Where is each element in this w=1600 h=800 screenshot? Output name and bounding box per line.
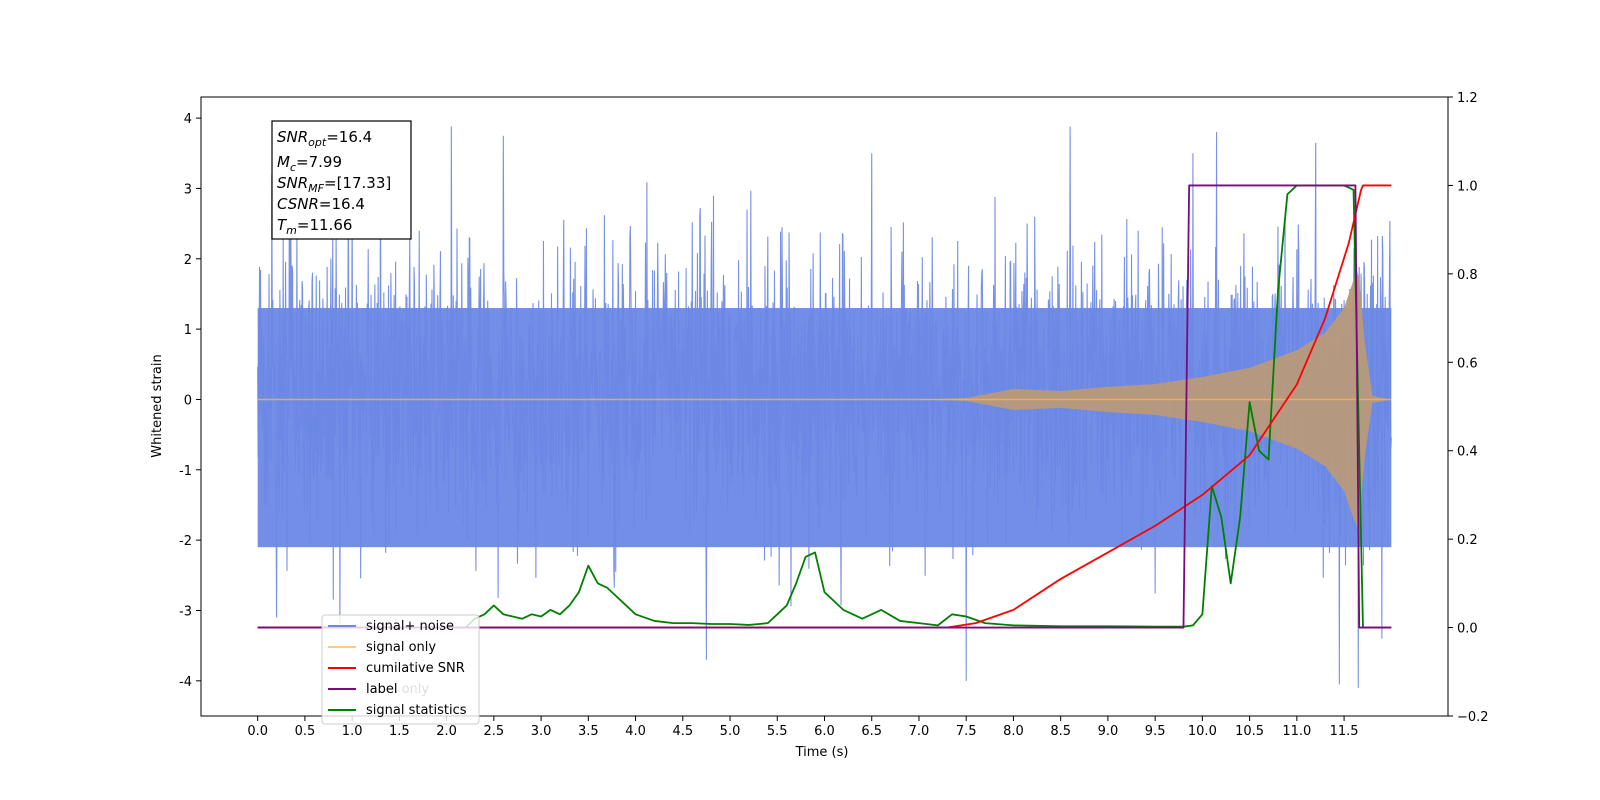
stats-box-frame [271,120,412,240]
legend-label-ghost: label only [366,682,429,697]
noise-series-layer [257,126,1392,688]
y-axis-left: 4 3 2 1 0 -1 -2 -3 -4 [179,112,201,690]
x-tick-label: 2.5 [484,724,505,739]
y-axis-label: Whitened strain [150,354,165,457]
x-tick-label: 9.0 [1098,724,1119,739]
y-tick-label: 2 [184,253,192,268]
series-noise-core-band [257,308,1392,548]
x-tick-label: 5.0 [720,724,741,739]
x-tick-label: 7.0 [909,724,930,739]
x-axis-label: Time (s) [795,745,849,760]
x-tick-label: 6.5 [861,724,882,739]
series-label [257,184,1392,629]
stats-box: SNRopt=16.4 Mc=7.99 SNRMF=[17.33] CSNR=1… [271,120,412,240]
legend-frame [321,614,480,725]
y2-tick-label: 0.0 [1457,622,1478,637]
legend: signal+ noise signal only cumilative SNR… [321,614,480,725]
x-tick-label: 0.0 [247,724,268,739]
y2-tick-label: −0.2 [1457,710,1489,725]
legend-item-stats: signal statistics [328,703,467,718]
y2-tick-label: 0.6 [1457,356,1478,371]
x-tick-label: 7.5 [956,724,977,739]
stats-csnr: CSNR=16.4 [277,195,365,213]
stats-mc: Mc=7.99 [277,153,342,174]
stats-snr-mf: SNRMF=[17.33] [277,174,391,195]
legend-label-signal: signal only [366,640,436,655]
x-tick-label: 11.5 [1330,724,1359,739]
x-tick-label: 9.5 [1145,724,1166,739]
legend-label-stats: signal statistics [366,703,467,718]
x-tick-label: 3.0 [531,724,552,739]
y2-tick-label: 1.0 [1457,179,1478,194]
legend-item-label: label only label [328,682,429,697]
stats-snr-opt: SNRopt=16.4 [277,128,372,149]
x-tick-label: 1.0 [342,724,363,739]
x-tick-label: 5.5 [767,724,788,739]
line-series-layer [257,184,1392,629]
y-tick-label: -1 [179,464,192,479]
y2-tick-label: 1.2 [1457,91,1478,106]
legend-label-snr: cumilative SNR [366,661,465,676]
x-tick-label: 10.5 [1235,724,1264,739]
y-tick-label: 3 [184,182,192,197]
series-cumilative-snr [257,184,1392,629]
x-tick-label: 11.0 [1282,724,1311,739]
y2-tick-label: 0.2 [1457,533,1478,548]
x-tick-label: 6.0 [814,724,835,739]
x-tick-label: 8.5 [1050,724,1071,739]
legend-label-noise: signal+ noise [366,619,454,634]
x-tick-label: 4.5 [672,724,693,739]
legend-label-label: label [366,682,397,697]
y-tick-label: 4 [184,112,192,127]
x-tick-label: 4.0 [625,724,646,739]
x-axis: 0.0 0.5 1.0 1.5 2.0 2.5 3.0 3.5 4.0 4.5 5.0 5.5 6.0 6… [247,716,1359,739]
y-tick-label: -3 [179,604,192,619]
y2-tick-label: 0.4 [1457,445,1478,460]
legend-item-snr: cumilative SNR [328,661,465,676]
x-tick-label: 3.5 [578,724,599,739]
y-tick-label: 1 [184,323,192,338]
x-tick-label: 10.0 [1188,724,1217,739]
x-tick-label: 1.5 [389,724,410,739]
series-signal-statistics [257,184,1392,629]
legend-item-noise: signal+ noise [328,619,454,634]
y-tick-label: 0 [184,393,192,408]
x-tick-label: 2.0 [436,724,457,739]
x-tick-label: 0.5 [295,724,316,739]
legend-item-signal: signal only [328,640,436,655]
y-tick-label: -4 [179,675,192,690]
stats-tm: Tm=11.66 [277,216,352,237]
y-tick-label: -2 [179,534,192,549]
x-tick-label: 8.0 [1003,724,1024,739]
y-axis-right: 1.2 1.0 0.8 0.6 0.4 0.2 0.0 −0.2 [1448,91,1489,725]
plot-area [257,126,1392,688]
signal-series-layer [257,271,1392,528]
y2-tick-label: 0.8 [1457,268,1478,283]
